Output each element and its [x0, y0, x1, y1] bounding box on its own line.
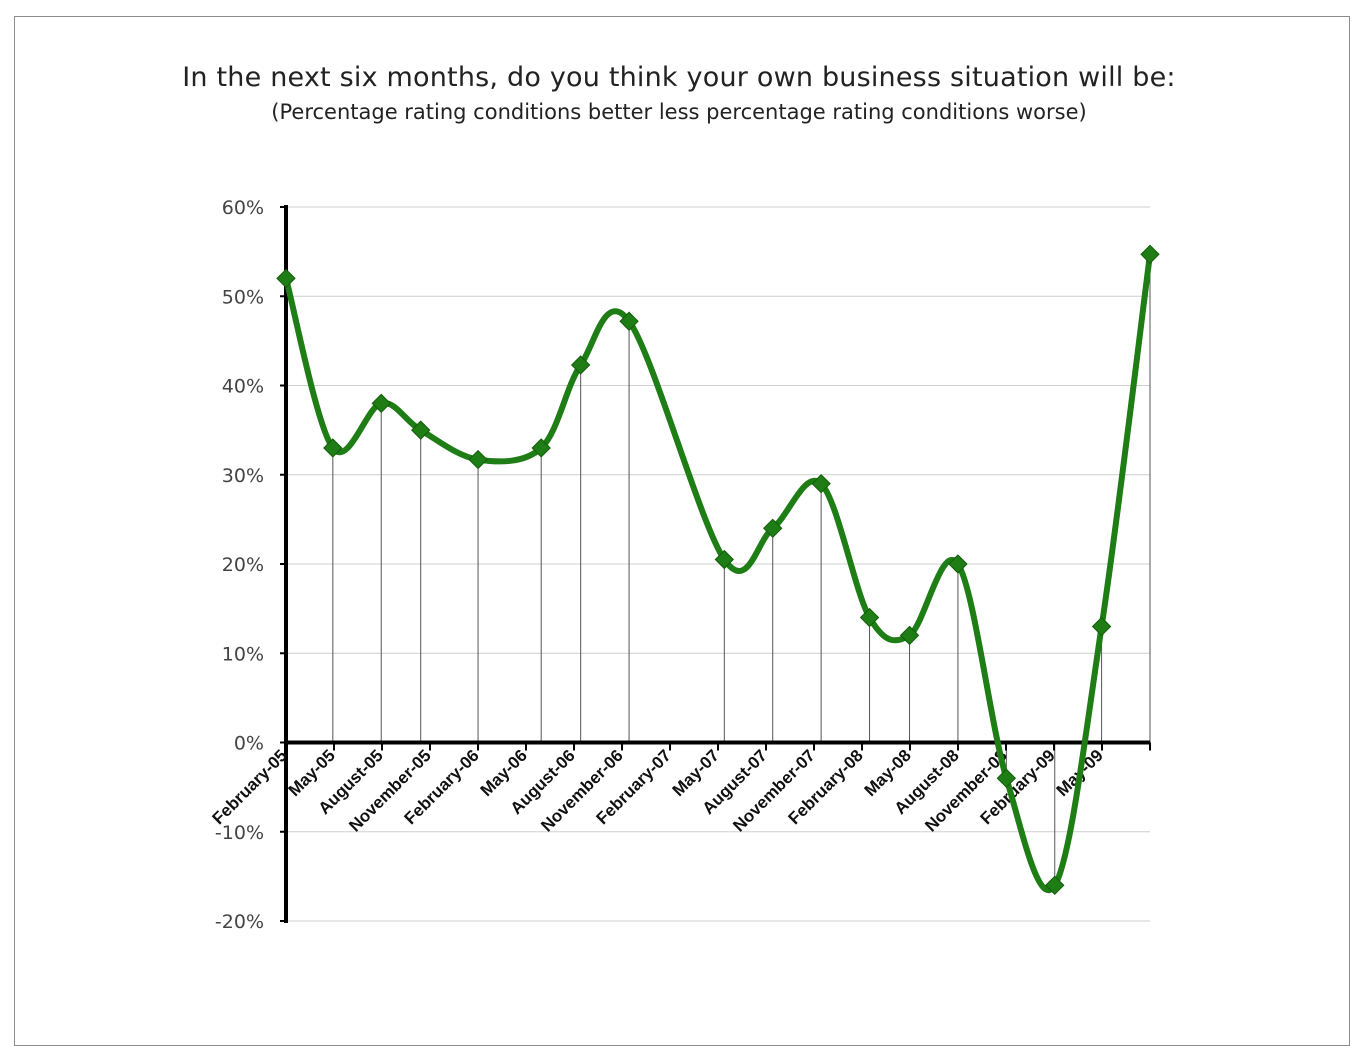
y-tick-label: 50%	[222, 286, 264, 308]
y-tick-label: 10%	[222, 643, 264, 665]
y-tick-label: 20%	[222, 554, 264, 576]
gridlines	[286, 206, 1150, 922]
y-tick-label: 40%	[222, 376, 264, 398]
data-point-marker	[1140, 244, 1160, 265]
data-point-marker	[996, 768, 1017, 788]
data-point-marker	[410, 420, 431, 440]
data-point-marker	[570, 355, 591, 375]
y-tick-labels: 60% 50% 40% 30% 20% 10% 0% -10% -20%	[215, 197, 264, 933]
data-point-marker	[468, 449, 488, 470]
data-point-marker	[276, 268, 296, 289]
x-tick-labels: February-05May-05August-05November-05Feb…	[209, 746, 1107, 836]
y-tick-label: -20%	[215, 911, 264, 933]
data-point-marker	[619, 311, 639, 331]
data-point-marker	[948, 554, 968, 574]
y-tick-label: 60%	[222, 197, 264, 219]
data-point-marker	[714, 549, 735, 570]
markers	[276, 244, 1160, 896]
drop-lines	[285, 254, 1151, 886]
data-point-marker	[1045, 875, 1065, 896]
data-point-marker	[371, 393, 391, 414]
chart-title: In the next six months, do you think you…	[182, 62, 1176, 93]
data-point-marker	[811, 473, 831, 494]
y-tick-label: -10%	[215, 822, 264, 844]
x-tick-label: February-05	[209, 746, 291, 828]
chart-frame	[14, 16, 1350, 1046]
data-point-marker	[1091, 616, 1112, 637]
data-point-marker	[323, 438, 343, 458]
data-point-marker	[763, 518, 783, 539]
data-point-marker	[859, 607, 880, 628]
y-tick-label: 0%	[234, 733, 264, 755]
data-point-marker	[899, 625, 920, 646]
data-point-marker	[531, 438, 551, 458]
axes	[280, 205, 1151, 923]
y-tick-label: 30%	[222, 465, 264, 487]
chart-subtitle: (Percentage rating conditions better les…	[271, 100, 1087, 124]
